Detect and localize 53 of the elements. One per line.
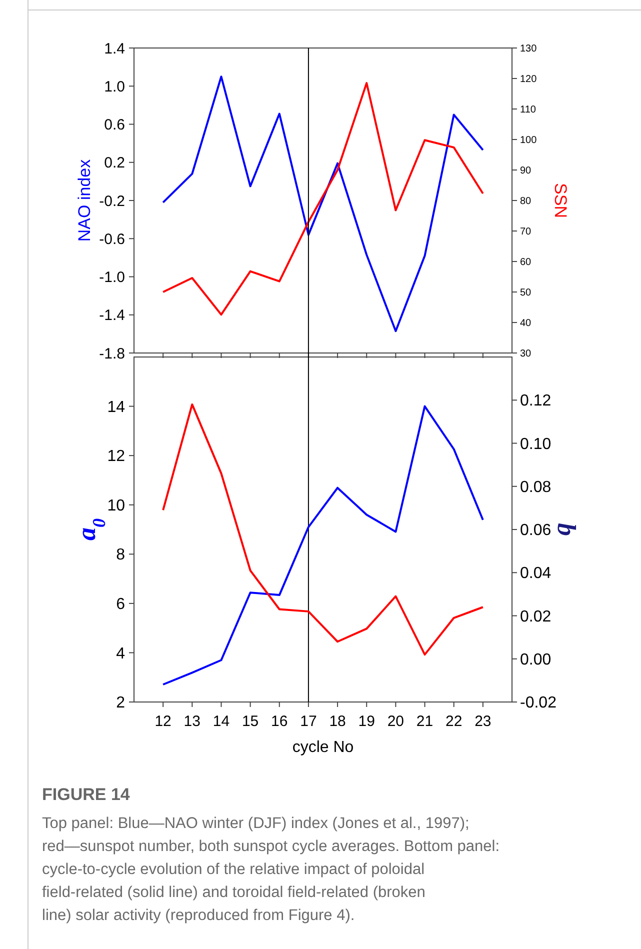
y-tick-label: 1.4 xyxy=(104,40,125,58)
y2-tick-label: 80 xyxy=(520,196,532,207)
y2-axis-title: b xyxy=(552,523,581,536)
y2-tick-label: 110 xyxy=(520,104,536,116)
x-tick-label: 12 xyxy=(154,713,172,730)
x-tick-label: 16 xyxy=(271,713,288,730)
y2-tick-label: 30 xyxy=(520,348,532,360)
y-tick-label: 4 xyxy=(116,645,126,662)
x-tick-label: 20 xyxy=(387,713,404,730)
y2-tick-label: 0.00 xyxy=(520,651,552,668)
x-tick-label: 15 xyxy=(242,713,259,730)
y2-tick-label: 100 xyxy=(520,135,538,146)
x-tick-label: 18 xyxy=(329,713,346,730)
y2-tick-label: 90 xyxy=(520,166,532,176)
y2-tick-label: 0.08 xyxy=(520,478,552,496)
y2-tick-label: 0.10 xyxy=(520,436,552,453)
y-tick-label: -0.6 xyxy=(99,230,125,248)
y2-tick-label: -0.02 xyxy=(520,694,557,712)
y-tick-label: -0.2 xyxy=(99,192,125,210)
x-tick-label: 17 xyxy=(300,713,317,730)
y-tick-label: 14 xyxy=(107,398,126,416)
text: Top panel: Blue—NAO winter (DJF) index (Jones et al., 1997); red—sunspot number, both sunspot cycle averages. Bottom panel: cycle-to-cycle evolution of the relative impact of poloidal field-related (solid line) and toroidal field-related (broken line) solar activity (reproduced from Figure 4). xyxy=(42,815,500,924)
y2-tick-label: 50 xyxy=(520,288,532,298)
y-axis-title: NAO index xyxy=(75,158,94,242)
caption: FIGURE 14 xyxy=(42,785,130,804)
y2-tick-label: 0.06 xyxy=(520,522,552,540)
x-tick-label: 13 xyxy=(184,713,200,730)
x-tick-label: 19 xyxy=(358,713,375,730)
x-axis-title: cycle No xyxy=(292,739,354,756)
y-tick-label: -1.8 xyxy=(99,345,125,362)
y-tick-label: 1.0 xyxy=(104,78,125,96)
y2-tick-label: 0.12 xyxy=(520,392,552,410)
y2-tick-label: 130 xyxy=(520,44,538,54)
x-tick-label: 14 xyxy=(212,713,230,730)
y-tick-label: 0.6 xyxy=(104,116,125,134)
x-tick-label: 21 xyxy=(416,713,434,730)
y-tick-label: 6 xyxy=(116,596,126,614)
y-tick-label: 8 xyxy=(116,546,126,564)
y2-tick-label: 0.02 xyxy=(520,608,552,626)
y2-tick-label: 120 xyxy=(520,74,538,85)
y2-tick-label: 0.04 xyxy=(520,565,552,582)
y-tick-label: 12 xyxy=(107,448,126,466)
y2-tick-label: 60 xyxy=(520,257,532,268)
y2-tick-label: 40 xyxy=(520,318,532,329)
y-tick-label: 10 xyxy=(107,497,126,514)
y-tick-label: -1.0 xyxy=(99,269,125,286)
x-tick-label: 23 xyxy=(474,713,492,730)
y-tick-label: -1.4 xyxy=(99,307,125,324)
y-tick-label: 0.2 xyxy=(104,154,125,172)
y-tick-label: 2 xyxy=(116,694,126,712)
y2-tick-label: 70 xyxy=(520,226,532,238)
x-tick-label: 22 xyxy=(446,713,462,730)
y2-axis-title: SSN xyxy=(551,183,570,218)
